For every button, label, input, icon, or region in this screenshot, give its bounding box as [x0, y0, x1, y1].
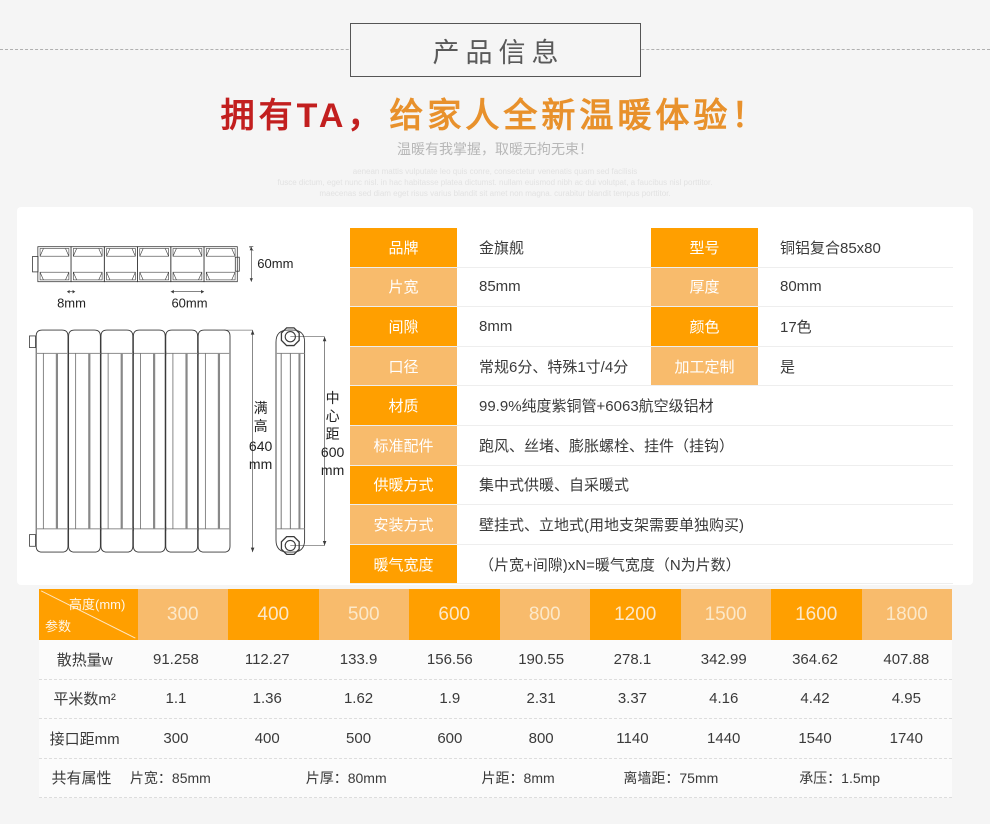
svg-text:640: 640: [249, 438, 273, 454]
svg-text:距: 距: [326, 426, 340, 442]
svg-text:满: 满: [254, 400, 268, 416]
svg-text:高: 高: [254, 418, 268, 434]
svg-text:8mm: 8mm: [57, 296, 86, 311]
svg-text:心: 心: [326, 408, 340, 424]
svg-text:60mm: 60mm: [171, 296, 207, 311]
svg-text:60mm: 60mm: [257, 256, 293, 271]
svg-text:mm: mm: [249, 456, 272, 472]
svg-text:中: 中: [326, 390, 340, 406]
svg-text:600: 600: [321, 444, 345, 460]
svg-text:mm: mm: [321, 462, 344, 478]
